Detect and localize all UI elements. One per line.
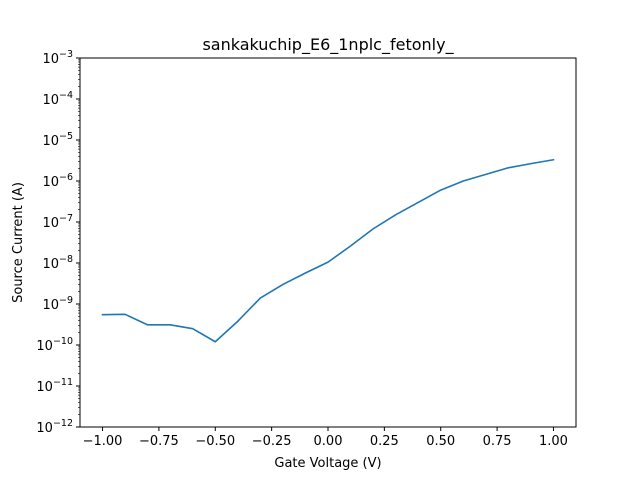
y-tick-label: 10−3 xyxy=(42,49,73,67)
x-tick-label: 0.50 xyxy=(426,434,455,449)
chart-title: sankakuchip_E6_1nplc_fetonly_ xyxy=(202,35,454,55)
y-tick-label: 10−8 xyxy=(42,254,73,272)
x-tick-label: 0.75 xyxy=(483,434,512,449)
y-tick-label: 10−6 xyxy=(42,172,73,190)
x-tick-label: 0.25 xyxy=(370,434,399,449)
y-tick-label: 10−12 xyxy=(36,418,73,436)
x-tick-label: −1.00 xyxy=(83,434,123,449)
y-tick-label: 10−9 xyxy=(42,295,73,313)
y-axis-ticks: 10−12 10−11 10−10 10−9 10−8 10−7 10−6 10−5 10−4 1… xyxy=(36,49,80,436)
x-tick-label: 1.00 xyxy=(539,434,568,449)
y-tick-label: 10−11 xyxy=(36,377,73,395)
y-tick-label: 10−10 xyxy=(36,336,73,354)
y-tick-label: 10−5 xyxy=(42,131,73,149)
x-tick-label: −0.75 xyxy=(139,434,179,449)
y-axis-label: Source Current (A) xyxy=(11,182,26,303)
series-line xyxy=(101,158,555,343)
x-tick-label: −0.50 xyxy=(195,434,235,449)
x-tick-label: −0.25 xyxy=(252,434,292,449)
y-tick-label: 10−7 xyxy=(42,213,73,231)
x-axis-label: Gate Voltage (V) xyxy=(274,456,381,471)
x-tick-label: 0.00 xyxy=(314,434,343,449)
x-axis-ticks: −1.00 −0.75 −0.50 −0.25 0.00 0.25 0.50 0.75 1.00 xyxy=(83,427,568,449)
y-tick-label: 10−4 xyxy=(42,90,73,108)
axes-frame xyxy=(79,57,577,428)
series-layer xyxy=(101,158,555,343)
